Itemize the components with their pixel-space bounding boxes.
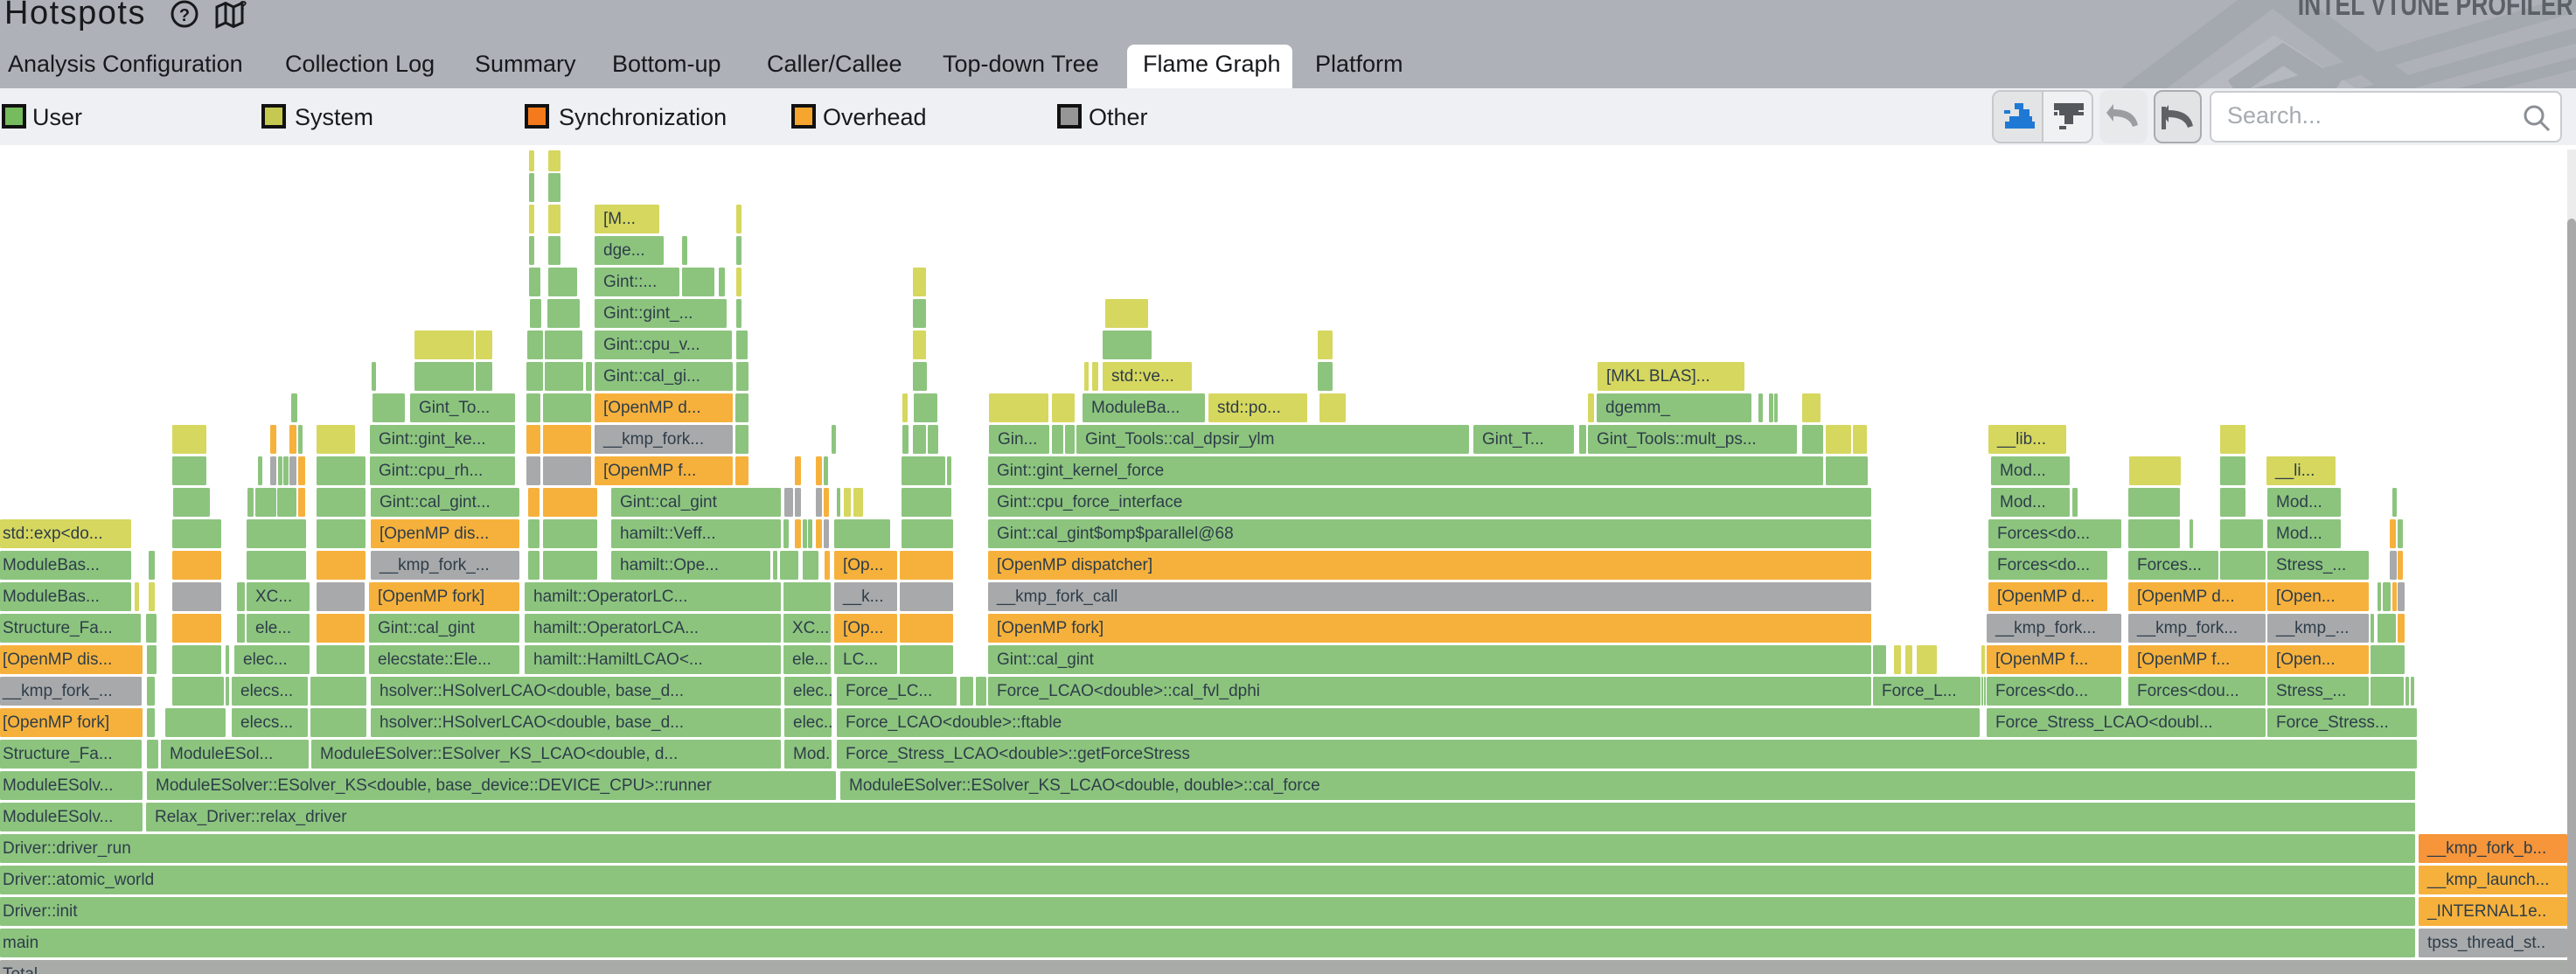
svg-text:?: ? — [179, 6, 190, 25]
svg-text:?: ? — [239, 0, 247, 13]
